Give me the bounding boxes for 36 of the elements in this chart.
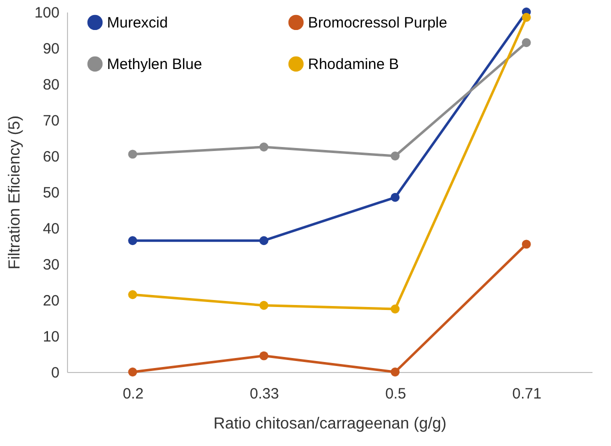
y-tick-label: 10: [42, 328, 60, 346]
y-tick-label: 80: [42, 76, 60, 94]
point: [259, 236, 268, 246]
point: [259, 351, 268, 360]
y-tick-label: 20: [42, 292, 60, 310]
point: [128, 290, 138, 300]
x-tick-label: 0.5: [385, 386, 406, 402]
legend-label: Bromocressol Purple: [308, 14, 448, 32]
x-axis-title: Ratio chitosan/carrageenan (g/g): [213, 416, 447, 432]
legend-label: Murexcid: [107, 14, 168, 32]
point: [259, 142, 268, 152]
legend-label: Rhodamine B: [308, 56, 399, 73]
y-tick-label: 60: [42, 148, 60, 166]
y-axis-title: Filtration Eficiency (5): [6, 116, 24, 270]
point: [128, 368, 138, 376]
point: [522, 38, 531, 48]
point: [128, 150, 138, 159]
x-tick-label: 0.2: [122, 386, 144, 402]
y-tick-label: 50: [42, 184, 60, 202]
y-tick-label: 90: [42, 40, 60, 58]
y-tick-label: 100: [34, 4, 60, 22]
x-tick-label: 0.71: [512, 386, 542, 402]
point: [390, 368, 400, 376]
y-tick-label: 70: [42, 112, 60, 130]
legend-label: Methylen Blue: [107, 56, 202, 73]
x-tick-label: 0.33: [250, 386, 279, 402]
y-tick-label: 30: [42, 256, 60, 274]
point: [522, 12, 531, 22]
point: [522, 240, 531, 249]
y-tick-label: 40: [42, 220, 60, 238]
y-tick-label: 0: [51, 364, 60, 382]
point: [390, 304, 400, 314]
point: [128, 236, 138, 246]
point: [259, 300, 268, 310]
point: [390, 192, 400, 202]
point: [390, 152, 400, 160]
